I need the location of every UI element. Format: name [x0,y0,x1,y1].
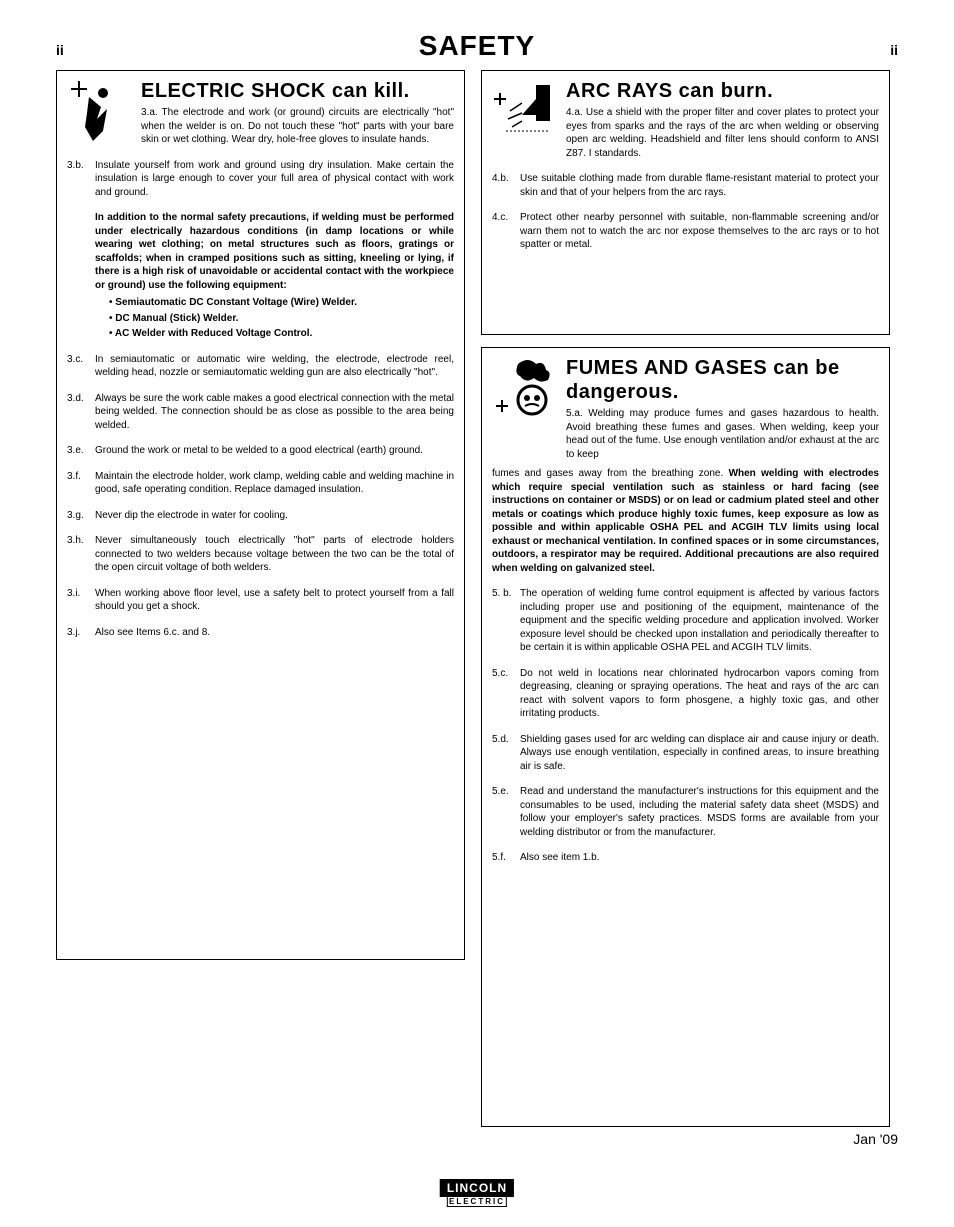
section-title-shock: ELECTRIC SHOCK can kill. [141,79,454,103]
item-text: The electrode and work (or ground) circu… [141,107,454,145]
equipment-bullets: Semiautomatic DC Constant Voltage (Wire)… [95,296,454,341]
section-head-body: FUMES AND GASES can be dangerous. 5.a. W… [566,356,879,461]
section-header-arc: ARC RAYS can burn. 4.a. Use a shield wit… [492,79,879,160]
item-3g: 3.g. Never dip the electrode in water fo… [67,509,454,523]
item-num: 3.d. [67,392,95,433]
item-num: 3.c. [67,353,95,380]
item-text: Also see Items 6.c. and 8. [95,626,454,640]
logo-line1: LINCOLN [440,1179,514,1197]
page-header: ii SAFETY ii [56,30,898,62]
section-title-fumes: FUMES AND GASES can be dangerous. [566,356,879,404]
item-text: Always be sure the work cable makes a go… [95,392,454,433]
item-3f: 3.f. Maintain the electrode holder, work… [67,470,454,497]
item-num: 3.e. [67,444,95,458]
item-text: Never simultaneously touch electrically … [95,534,454,575]
item-5d: 5.d. Shielding gases used for arc weldin… [492,733,879,774]
fumes-icon [492,356,556,420]
item-text: Insulate yourself from work and ground u… [95,159,454,200]
item-text: In semiautomatic or automatic wire weldi… [95,353,454,380]
bullet: AC Welder with Reduced Voltage Control. [109,327,454,341]
item-num: 3.a. [141,107,158,118]
item-num: 4.b. [492,172,520,199]
item-5a: 5.a. Welding may produce fumes and gases… [566,407,879,461]
item-text: Use suitable clothing made from durable … [520,172,879,199]
shock-icon [67,79,131,143]
item-3i: 3.i. When working above floor level, use… [67,587,454,614]
fumes-section: FUMES AND GASES can be dangerous. 5.a. W… [481,347,890,1127]
section-header-fumes: FUMES AND GASES can be dangerous. 5.a. W… [492,356,879,461]
item-5a-continuation: fumes and gases away from the breathing … [492,467,879,575]
item-3a: 3.a. The electrode and work (or ground) … [141,106,454,147]
item-3j: 3.j. Also see Items 6.c. and 8. [67,626,454,640]
left-column: ELECTRIC SHOCK can kill. 3.a. The electr… [56,70,465,960]
item-num: 3.g. [67,509,95,523]
item-num: 3.i. [67,587,95,614]
page-number-right: ii [890,42,898,58]
item-num: 4.c. [492,211,520,252]
item-text: Maintain the electrode holder, work clam… [95,470,454,497]
item-text: Shielding gases used for arc welding can… [520,733,879,774]
item-3d: 3.d. Always be sure the work cable makes… [67,392,454,433]
section-header-shock: ELECTRIC SHOCK can kill. 3.a. The electr… [67,79,454,147]
page-number-left: ii [56,42,64,58]
item-num: 3.h. [67,534,95,575]
item-text: When working above floor level, use a sa… [95,587,454,614]
section-title-arc: ARC RAYS can burn. [566,79,879,103]
item-3h: 3.h. Never simultaneously touch electric… [67,534,454,575]
cont-plain: fumes and gases away from the breathing … [492,468,729,479]
item-num: 4.a. [566,107,583,118]
item-3b: 3.b. Insulate yourself from work and gro… [67,159,454,200]
right-column: ARC RAYS can burn. 4.a. Use a shield wit… [481,70,890,1139]
item-4c: 4.c. Protect other nearby personnel with… [492,211,879,252]
item-text: Read and understand the manufacturer's i… [520,785,879,839]
content-columns: ELECTRIC SHOCK can kill. 3.a. The electr… [56,70,898,1139]
item-num: 5.d. [492,733,520,774]
item-5c: 5.c. Do not weld in locations near chlor… [492,667,879,721]
item-text: Protect other nearby personnel with suit… [520,211,879,252]
item-3e: 3.e. Ground the work or metal to be weld… [67,444,454,458]
item-num: 3.f. [67,470,95,497]
bullet: DC Manual (Stick) Welder. [109,312,454,326]
item-5b: 5. b. The operation of welding fume cont… [492,587,879,655]
bold-paragraph: In addition to the normal safety precaut… [95,212,454,291]
item-text: Never dip the electrode in water for coo… [95,509,454,523]
footer-date: Jan '09 [853,1131,898,1147]
item-num: 5.c. [492,667,520,721]
item-text: Ground the work or metal to be welded to… [95,444,454,458]
arc-rays-icon [492,79,556,143]
item-text: In addition to the normal safety precaut… [95,211,454,341]
cont-bold: When welding with electrodes which requi… [492,468,879,574]
logo-line2: ELECTRIC [447,1197,507,1207]
item-4a: 4.a. Use a shield with the proper filter… [566,106,879,160]
footer-logo: LINCOLN ELECTRIC [440,1179,514,1207]
item-num: 3.b. [67,159,95,200]
item-text: The operation of welding fume control eq… [520,587,879,655]
item-text: Do not weld in locations near chlorinate… [520,667,879,721]
item-text: Also see item 1.b. [520,851,879,865]
item-num [67,211,95,341]
item-num: 3.j. [67,626,95,640]
item-5f: 5.f. Also see item 1.b. [492,851,879,865]
arc-rays-section: ARC RAYS can burn. 4.a. Use a shield wit… [481,70,890,335]
item-3c: 3.c. In semiautomatic or automatic wire … [67,353,454,380]
section-head-body: ELECTRIC SHOCK can kill. 3.a. The electr… [141,79,454,147]
item-num: 5.e. [492,785,520,839]
item-num: 5.a. [566,408,583,419]
item-text: Welding may produce fumes and gases haza… [566,408,879,460]
item-num: 5. b. [492,587,520,655]
bullet: Semiautomatic DC Constant Voltage (Wire)… [109,296,454,310]
section-head-body: ARC RAYS can burn. 4.a. Use a shield wit… [566,79,879,160]
page-title: SAFETY [419,30,535,62]
item-text: Use a shield with the proper filter and … [566,107,879,159]
item-5e: 5.e. Read and understand the manufacture… [492,785,879,839]
item-num: 5.f. [492,851,520,865]
item-4b: 4.b. Use suitable clothing made from dur… [492,172,879,199]
item-3b-bold: In addition to the normal safety precaut… [67,211,454,341]
